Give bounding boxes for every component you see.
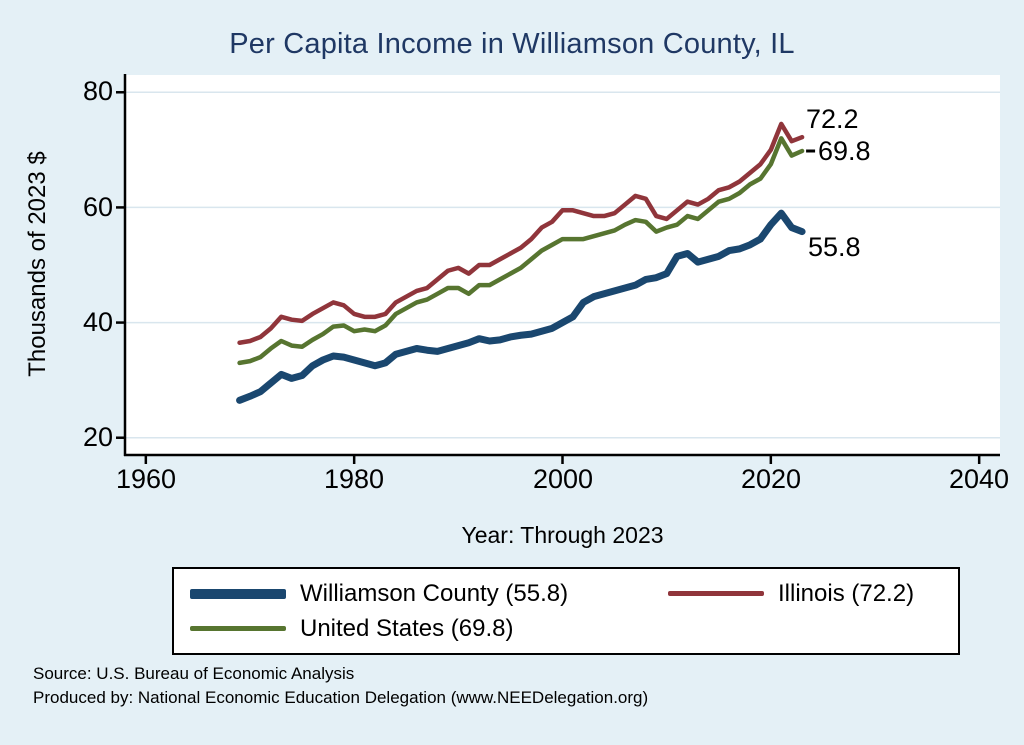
illinois-line-swatch <box>668 591 764 596</box>
united-states-end-value-label: 69.8 <box>818 136 871 166</box>
series-line-williamson <box>236 209 806 404</box>
produced-by-note: Produced by: National Economic Education… <box>33 688 649 707</box>
illinois-end-value-label: 72.2 <box>806 104 859 134</box>
williamson-end-value-label: 55.8 <box>808 232 861 262</box>
legend: Williamson County (55.8) Illinois (72.2)… <box>172 567 960 655</box>
series-line-illinois <box>237 121 805 345</box>
williamson-line-swatch <box>190 588 286 599</box>
plot-area <box>116 74 1000 464</box>
legend-label-united-states: United States (69.8) <box>300 614 514 642</box>
y-tick-60: 60 <box>82 192 113 222</box>
united-states-line-swatch <box>190 626 286 631</box>
legend-label-illinois: Illinois (72.2) <box>778 579 915 607</box>
legend-item-williamson: Williamson County (55.8) <box>190 580 668 608</box>
source-note: Source: U.S. Bureau of Economic Analysis <box>33 664 355 683</box>
y-tick-80: 80 <box>82 76 113 106</box>
x-tick-2020: 2020 <box>740 464 802 494</box>
legend-label-williamson: Williamson County (55.8) <box>300 579 569 607</box>
series-line-united_states <box>237 136 805 366</box>
x-tick-2000: 2000 <box>532 464 594 494</box>
x-tick-1960: 1960 <box>115 464 177 494</box>
y-tick-20: 20 <box>82 422 113 452</box>
legend-item-illinois: Illinois (72.2) <box>668 580 958 608</box>
legend-item-united-states: United States (69.8) <box>190 615 668 643</box>
x-tick-2040: 2040 <box>948 464 1010 494</box>
x-axis-label: Year: Through 2023 <box>461 522 664 548</box>
chart-title: Per Capita Income in Williamson County, … <box>229 28 795 60</box>
x-tick-1980: 1980 <box>323 464 385 494</box>
y-axis-label: Thousands of 2023 $ <box>24 151 51 377</box>
y-tick-40: 40 <box>82 307 113 337</box>
